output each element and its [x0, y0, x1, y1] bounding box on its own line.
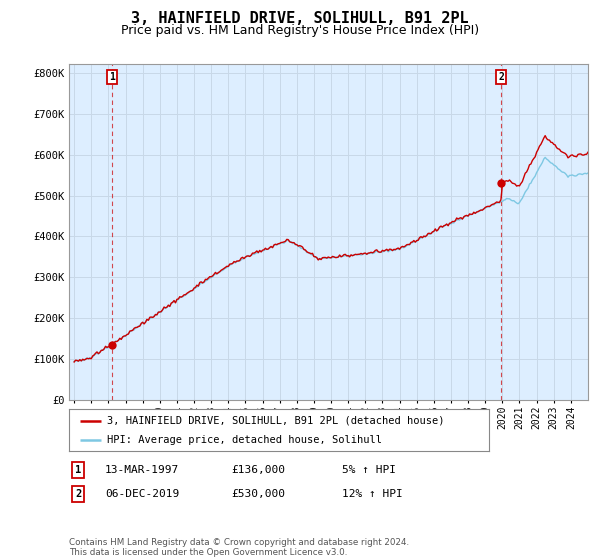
- Text: 1: 1: [75, 465, 81, 475]
- Text: 13-MAR-1997: 13-MAR-1997: [105, 465, 179, 475]
- Text: 3, HAINFIELD DRIVE, SOLIHULL, B91 2PL: 3, HAINFIELD DRIVE, SOLIHULL, B91 2PL: [131, 11, 469, 26]
- Text: £530,000: £530,000: [231, 489, 285, 499]
- Text: 12% ↑ HPI: 12% ↑ HPI: [342, 489, 403, 499]
- Text: 06-DEC-2019: 06-DEC-2019: [105, 489, 179, 499]
- Text: £136,000: £136,000: [231, 465, 285, 475]
- Text: Contains HM Land Registry data © Crown copyright and database right 2024.
This d: Contains HM Land Registry data © Crown c…: [69, 538, 409, 557]
- Text: 2: 2: [75, 489, 81, 499]
- Text: 5% ↑ HPI: 5% ↑ HPI: [342, 465, 396, 475]
- Text: 2: 2: [498, 72, 504, 82]
- Text: 3, HAINFIELD DRIVE, SOLIHULL, B91 2PL (detached house): 3, HAINFIELD DRIVE, SOLIHULL, B91 2PL (d…: [107, 416, 444, 426]
- Text: HPI: Average price, detached house, Solihull: HPI: Average price, detached house, Soli…: [107, 435, 382, 445]
- Text: 1: 1: [109, 72, 115, 82]
- Text: Price paid vs. HM Land Registry's House Price Index (HPI): Price paid vs. HM Land Registry's House …: [121, 24, 479, 36]
